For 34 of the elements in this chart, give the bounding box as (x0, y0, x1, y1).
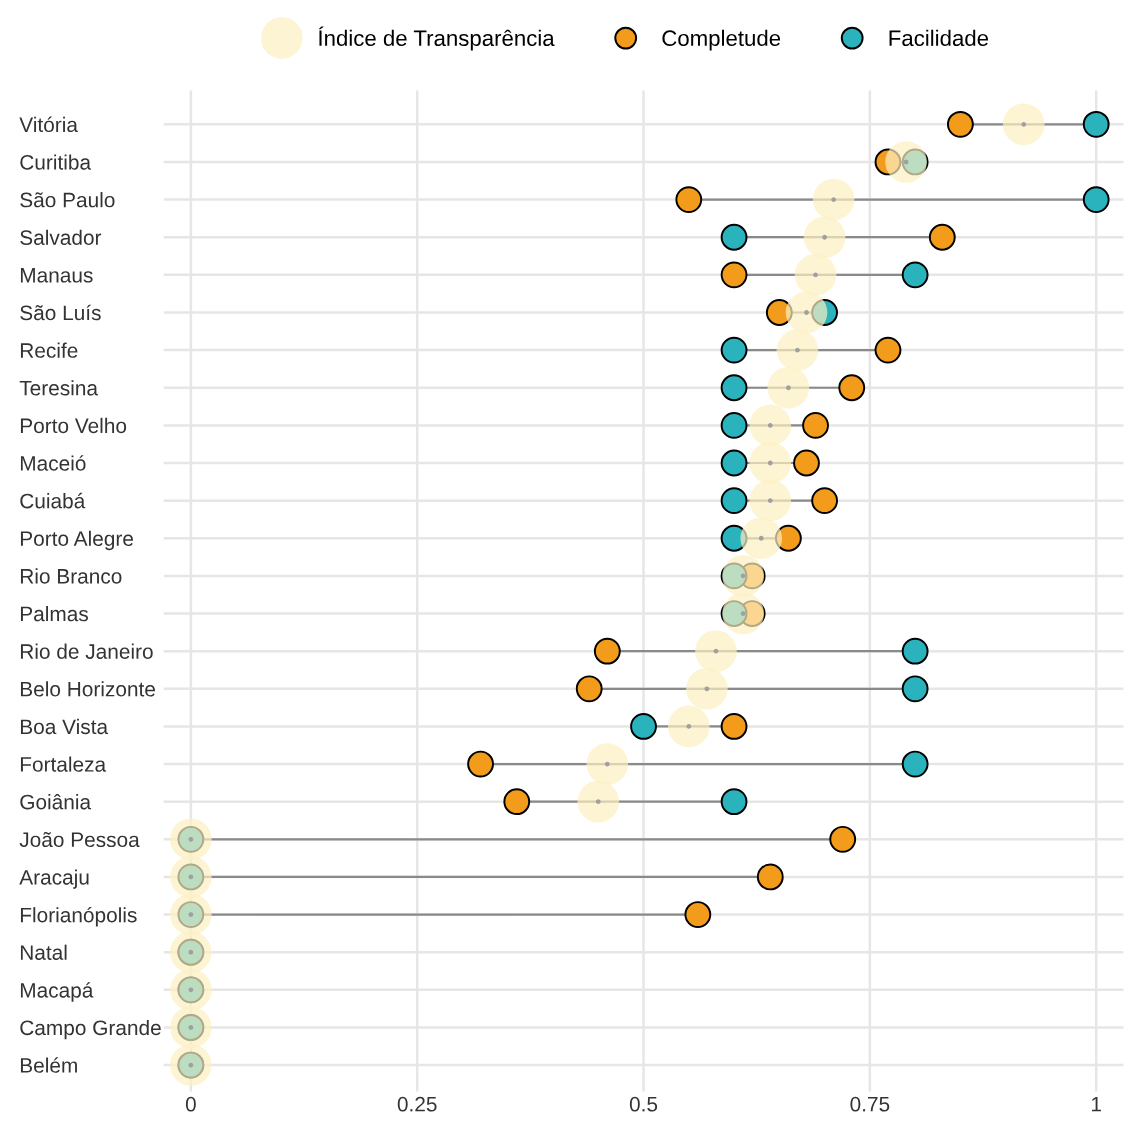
y-tick-label: Belo Horizonte (20, 681, 155, 697)
y-tick-label: Goiânia (20, 794, 92, 810)
y-tick-label: São Paulo (20, 192, 115, 208)
x-tick-label: 0.5 (629, 1096, 658, 1112)
y-tick-label: Teresina (19, 380, 98, 396)
y-tick-label: Recife (20, 342, 78, 358)
x-tick-label: 1 (1091, 1097, 1101, 1112)
y-tick-label: Macapá (20, 982, 94, 1002)
y-tick-label: Fortaleza (20, 756, 107, 772)
y-tick-label: Vitória (19, 116, 78, 133)
y-tick-label: Palmas (20, 605, 88, 622)
y-tick-label: Maceió (20, 455, 86, 471)
legend-label: Completude (662, 29, 781, 51)
y-tick-label: Cuiabá (20, 492, 86, 509)
y-tick-label: Belém (20, 1057, 77, 1073)
y-tick-label: Manaus (20, 268, 93, 283)
y-tick-label: Curitiba (20, 154, 92, 170)
legend-label: Facilidade (889, 29, 989, 47)
y-tick-label: Natal (20, 944, 67, 960)
y-tick-label: Boa Vista (20, 718, 109, 735)
y-tick-label: Porto Alegre (20, 530, 133, 551)
y-tick-label: São Luís (20, 304, 101, 321)
y-tick-label: Aracaju (19, 869, 89, 889)
y-tick-label: Rio de Janeiro (20, 643, 153, 659)
x-tick-label: 0 (185, 1096, 196, 1112)
x-tick-label: 0.75 (850, 1096, 890, 1112)
y-tick-label: Salvador (20, 229, 102, 245)
y-tick-label: Rio Branco (20, 568, 122, 584)
y-tick-label: Florianópolis (20, 906, 137, 927)
x-tick-label: 0.25 (397, 1096, 437, 1112)
y-tick-label: João Pessoa (19, 831, 140, 848)
y-tick-label: Porto Velho (20, 417, 127, 434)
legend-label: Índice de Transparência (318, 26, 555, 51)
y-tick-label: Campo Grande (20, 1019, 161, 1040)
